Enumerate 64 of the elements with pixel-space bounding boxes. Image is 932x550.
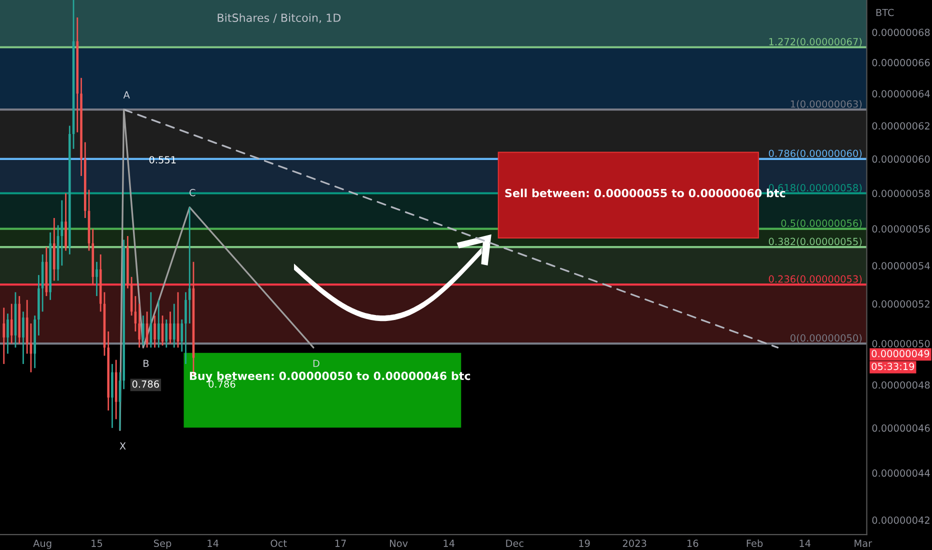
- candlestick: [142, 314, 144, 346]
- x-tick-label: Sep: [154, 540, 172, 549]
- ref-line-label: 0(0.00000050): [790, 334, 862, 343]
- x-tick-label: Oct: [270, 540, 287, 547]
- x-tick-label: 19: [579, 540, 590, 547]
- x-tick-label: 16: [688, 540, 698, 547]
- x-tick-label: Aug: [33, 540, 52, 549]
- annotation: C: [190, 188, 196, 196]
- candlestick: [138, 303, 140, 348]
- y-tick-label: 0.00000060: [872, 155, 930, 163]
- candlestick: [184, 292, 187, 365]
- x-tick-label: 17: [335, 540, 346, 547]
- candlestick: [165, 318, 168, 348]
- annotation: D: [313, 360, 320, 367]
- candlestick: [188, 206, 191, 324]
- ref-line-label: 0.786(0.00000060): [768, 150, 862, 158]
- text: 0.00000049: [872, 350, 930, 358]
- candlestick: [6, 312, 9, 354]
- annotation: 0.786: [132, 380, 159, 388]
- ref-line-label: 1.272(0.00000067): [769, 38, 862, 46]
- y-tick-label: 0.00000048: [872, 381, 930, 389]
- y-tick-label: 0.00000046: [872, 424, 930, 432]
- y-tick-label: 0.00000050: [872, 340, 930, 348]
- y-tick-label: 0.00000064: [872, 90, 930, 98]
- y-tick-label: 0.00000066: [872, 58, 930, 66]
- ref-line-label: 0.236(0.00000053): [768, 275, 862, 284]
- x-tick-label: Mar: [854, 540, 872, 547]
- annotation: 0.551: [149, 156, 176, 164]
- text: BTC: [876, 8, 894, 16]
- annotation: A: [123, 91, 130, 98]
- candlestick: [180, 318, 184, 352]
- candlestick: [10, 303, 13, 344]
- y-tick-label: 0.00000052: [872, 300, 930, 308]
- x-tick-label: Feb: [746, 539, 763, 547]
- y-tick-label: 0.00000044: [872, 469, 930, 477]
- ref-line-label: 0.382(0.00000055): [768, 238, 862, 246]
- x-tick-label: Dec: [506, 540, 524, 547]
- candlestick: [2, 307, 6, 365]
- candlestick: [150, 292, 152, 348]
- ref-line-label: 1(0.00000063): [790, 100, 862, 109]
- x-tick-label: 14: [444, 540, 454, 547]
- annotation: X: [120, 442, 126, 450]
- candlestick: [154, 314, 156, 348]
- candlestick: [157, 299, 160, 348]
- ref-line-label: 0.5(0.00000056): [781, 219, 862, 228]
- annotation: B: [144, 360, 149, 367]
- x-tick-label: 2023: [622, 540, 646, 547]
- y-tick-label: 0.00000054: [872, 262, 930, 270]
- candlestick: [169, 310, 172, 344]
- y-tick-label: 0.00000058: [872, 190, 930, 198]
- annotation: 0.786: [208, 380, 236, 388]
- y-tick-label: 0.00000068: [872, 28, 930, 36]
- x-tick-label: Nov: [390, 540, 408, 547]
- text: BitShares / Bitcoin, 1D: [218, 13, 341, 24]
- candlestick: [96, 261, 98, 297]
- y-tick-label: 0.00000062: [872, 122, 930, 130]
- x-tick-label: 14: [800, 540, 810, 547]
- x-tick-label: 14: [208, 540, 218, 547]
- candlestick: [172, 303, 176, 348]
- candlestick: [22, 310, 24, 365]
- x-tick-label: 15: [92, 540, 102, 547]
- y-tick-label: 0.00000042: [872, 516, 930, 524]
- y-tick-label: 0.00000056: [872, 225, 930, 233]
- text: 05:33:19: [872, 362, 914, 370]
